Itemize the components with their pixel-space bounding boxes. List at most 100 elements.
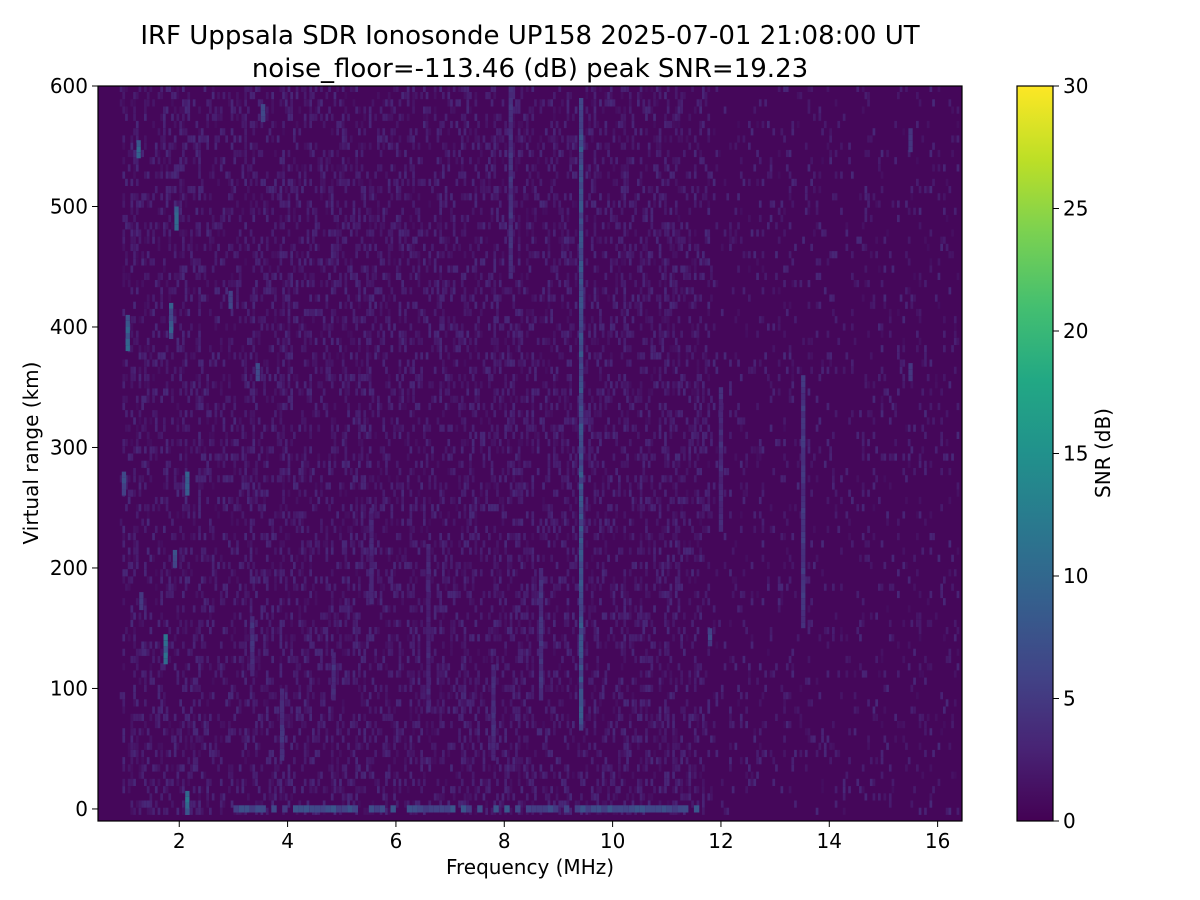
noise-cell [452,786,456,794]
noise-cell [377,135,380,143]
noise-cell [195,142,199,150]
noise-cell [501,670,505,678]
noise-cell [398,330,402,338]
noise-cell [466,612,470,620]
noise-cell [444,605,448,613]
noise-cell [187,330,191,338]
noise-cell [463,424,467,432]
noise-cell [203,468,207,476]
noise-cell [279,214,283,223]
noise-cell [265,706,269,714]
noise-cell [228,395,231,403]
noise-cell [404,337,407,345]
noise-cell [249,294,253,302]
noise-cell [496,583,499,591]
noise-cell [260,489,264,497]
noise-cell [222,424,226,432]
noise-cell [374,504,377,512]
noise-cell [409,214,413,223]
noise-cell [255,569,258,577]
noise-cell [287,655,291,664]
noise-cell [225,655,228,664]
noise-cell [130,605,134,613]
noise-cell [184,99,188,107]
noise-cell [368,446,372,454]
noise-cell [412,410,415,418]
noise-cell [214,402,218,411]
noise-cell [306,749,310,758]
noise-cell [135,330,139,338]
noise-cell [252,330,256,338]
noise-cell [509,786,513,794]
noise-cell [471,511,475,519]
noise-cell [192,511,196,519]
noise-cell [431,757,434,765]
noise-cell [303,721,307,729]
noise-cell [501,518,505,526]
noise-cell [442,692,445,700]
noise-cell [182,86,185,92]
noise-cell [249,374,253,382]
noise-cell [390,576,394,584]
noise-cell [360,655,364,664]
noise-cell [320,99,323,107]
noise-cell [339,280,342,288]
noise-cell [379,663,383,671]
noise-cell [219,663,223,671]
noise-cell [344,648,348,656]
noise-cell [477,171,480,179]
noise-cell [198,619,201,627]
noise-cell [374,590,377,599]
noise-cell [349,164,353,172]
noise-cell [130,576,134,584]
noise-cell [225,453,228,461]
noise-cell [368,142,372,150]
noise-cell [474,366,478,374]
noise-cell [203,641,207,649]
noise-cell [404,330,407,338]
noise-cell [360,518,364,526]
noise-cell [352,272,356,280]
noise-cell [252,482,256,490]
noise-cell [444,670,448,678]
noise-cell [263,460,266,468]
noise-cell [217,178,220,186]
noise-cell [428,757,432,765]
noise-cell [165,706,169,714]
noise-cell [252,424,256,432]
noise-cell [444,142,448,150]
noise-cell [265,554,269,562]
noise-cell [135,742,139,750]
noise-cell [420,504,423,512]
noise-cell [439,692,442,700]
noise-cell [214,113,218,121]
noise-cell [444,366,448,374]
noise-cell [498,200,502,208]
noise-cell [358,670,361,678]
noise-cell [509,684,513,692]
noise-cell [301,569,304,577]
noise-cell [279,345,283,353]
noise-cell [282,157,285,165]
noise-cell [176,605,180,613]
noise-cell [387,178,391,186]
noise-cell [260,178,264,186]
noise-cell [433,728,437,736]
noise-cell [306,699,310,707]
noise-cell [425,525,429,533]
noise-cell [157,540,161,548]
noise-cell [274,583,277,591]
noise-cell [168,149,172,158]
noise-cell [466,786,470,794]
noise-cell [414,352,418,360]
noise-cell [122,554,126,562]
noise-cell [301,388,304,396]
noise-cell [293,670,296,678]
noise-cell [149,157,153,165]
noise-cell [379,323,383,331]
noise-cell [182,721,185,729]
noise-cell [168,569,172,577]
noise-cell [290,92,293,100]
noise-cell [298,728,302,736]
noise-cell [198,171,201,179]
